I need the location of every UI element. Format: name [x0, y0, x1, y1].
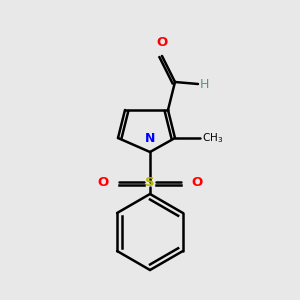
Text: S: S — [145, 176, 155, 188]
Text: O: O — [191, 176, 202, 188]
Text: O: O — [156, 36, 168, 49]
Text: CH$_3$: CH$_3$ — [202, 131, 223, 145]
Text: H: H — [200, 77, 209, 91]
Text: N: N — [145, 132, 155, 145]
Text: O: O — [98, 176, 109, 188]
